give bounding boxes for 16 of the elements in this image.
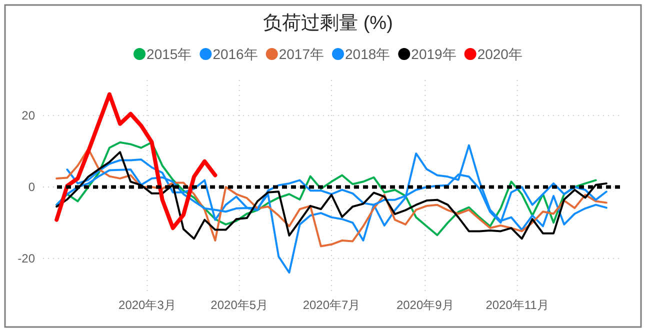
x-tick-label: 2020年9月 <box>396 298 454 312</box>
x-tick-label: 2020年11月 <box>486 298 549 312</box>
x-tick-label: 2020年3月 <box>118 298 176 312</box>
legend-label: 2016年 <box>212 46 258 62</box>
line-series <box>54 92 218 230</box>
x-tick-label: 2020年5月 <box>210 298 268 312</box>
y-tick-label: 20 <box>22 108 36 123</box>
legend-label: 2018年 <box>345 46 390 62</box>
chart-title: 负荷过剩量 (%) <box>263 13 393 34</box>
legend-label: 2017年 <box>278 46 324 62</box>
legend-label: 2020年 <box>477 46 522 62</box>
x-tick-label: 2020年7月 <box>302 298 360 312</box>
legend-label: 2019年 <box>411 46 456 62</box>
y-tick-label: 0 <box>28 180 36 194</box>
legend-label: 2015年 <box>146 46 192 62</box>
y-tick-label: -20 <box>18 251 36 266</box>
